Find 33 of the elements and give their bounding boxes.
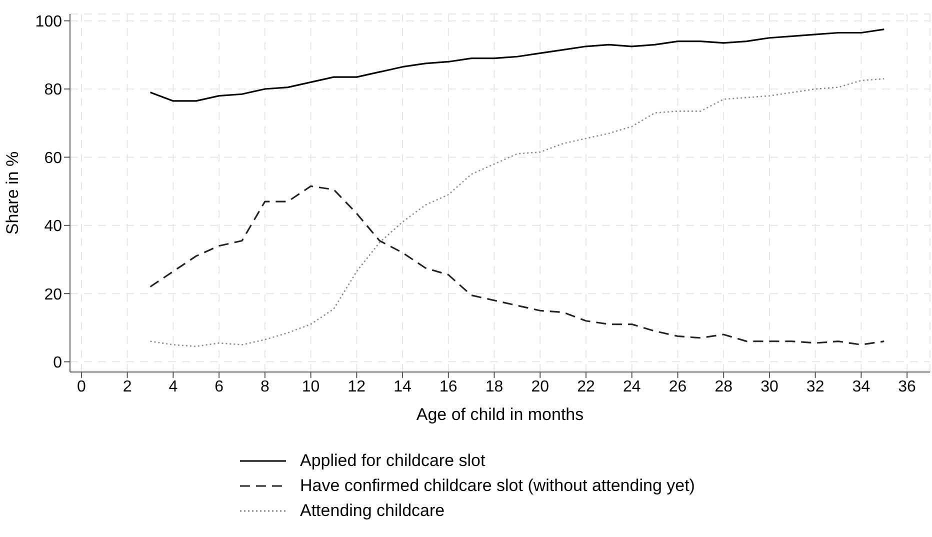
x-tick-label: 20 <box>531 378 550 396</box>
x-tick-label: 24 <box>622 378 641 396</box>
x-tick-label: 0 <box>77 378 86 396</box>
x-axis-title: Age of child in months <box>416 405 584 424</box>
x-tick-label: 6 <box>214 378 224 396</box>
x-tick-label: 34 <box>852 378 870 396</box>
x-tick-label: 12 <box>348 378 366 396</box>
line-series <box>149 28 885 102</box>
x-tick-label: 8 <box>260 378 270 396</box>
x-tick-label: 30 <box>760 378 778 396</box>
legend-label: Have confirmed childcare slot (without attending yet) <box>300 476 695 496</box>
y-tick-label: 80 <box>44 82 62 99</box>
legend-label: Applied for childcare slot <box>300 450 486 470</box>
x-tick-label: 18 <box>485 378 504 396</box>
x-tick-label: 10 <box>302 378 320 396</box>
y-tick-label: 0 <box>53 354 62 372</box>
x-tick-label: 28 <box>714 378 733 396</box>
y-tick-label: 40 <box>44 218 62 236</box>
x-tick-label: 14 <box>394 378 412 396</box>
y-tick-label: 100 <box>35 14 62 30</box>
x-tick-label: 16 <box>440 378 458 396</box>
line-series <box>149 185 885 346</box>
x-tick-label: 36 <box>898 378 916 396</box>
x-tick-label: 2 <box>122 378 132 396</box>
y-tick-label: 60 <box>44 150 62 167</box>
x-tick-label: 26 <box>668 378 687 396</box>
line-series <box>150 78 885 348</box>
x-tick-label: 22 <box>577 378 595 396</box>
y-axis-title: Share in % <box>3 151 22 235</box>
x-tick-label: 4 <box>168 378 178 396</box>
legend-label: Attending childcare <box>300 500 445 520</box>
y-tick-label: 20 <box>44 286 62 304</box>
x-tick-label: 32 <box>806 378 824 396</box>
